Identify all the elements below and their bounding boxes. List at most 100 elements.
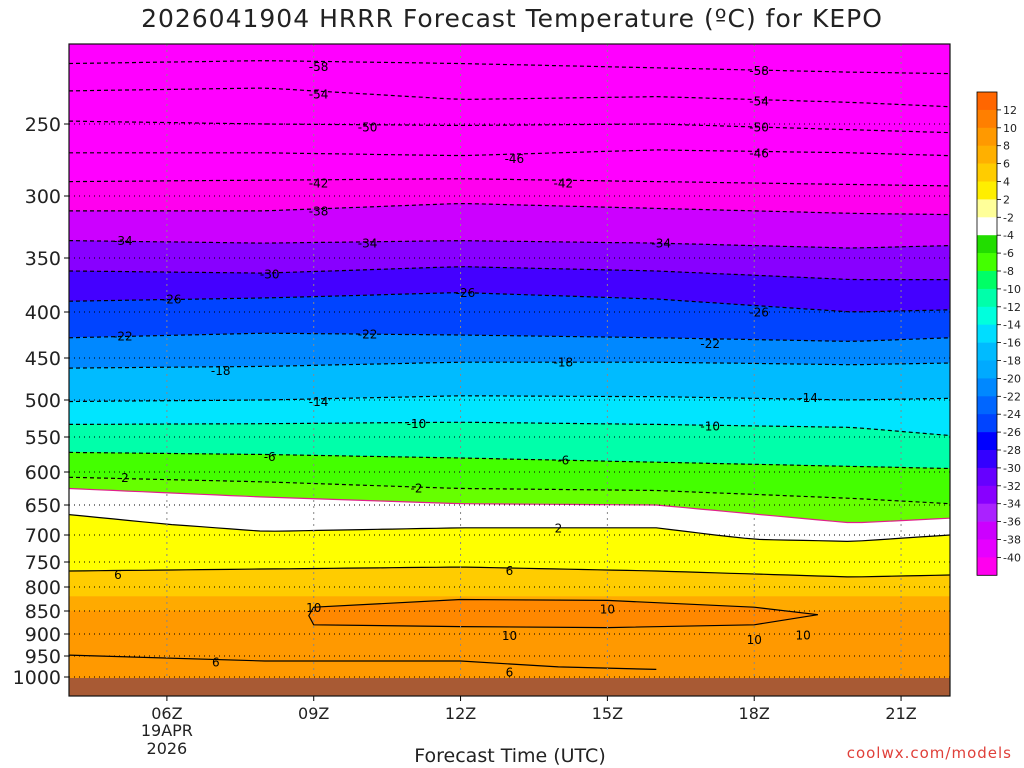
x-tick-label: 06Z	[151, 704, 182, 723]
colorbar-swatch	[977, 539, 997, 558]
colorbar-swatch	[977, 127, 997, 146]
y-tick-label: 800	[25, 577, 61, 599]
contour-label: -42	[309, 177, 329, 191]
colorbar-tick-label: -26	[1003, 426, 1021, 439]
colorbar-swatch	[977, 378, 997, 397]
colorbar-swatch	[977, 503, 997, 522]
colorbar-swatch	[977, 414, 997, 433]
colorbar-swatch	[977, 360, 997, 379]
contour-label: -34	[358, 237, 378, 251]
colorbar-swatch	[977, 485, 997, 504]
colorbar-tick-label: -16	[1003, 337, 1021, 350]
x-tick-label: 12Z	[445, 704, 476, 723]
colorbar-tick-label: -30	[1003, 462, 1021, 475]
plot-frame	[68, 43, 951, 697]
x-tick-label: 15Z	[592, 704, 623, 723]
colorbar-swatch	[977, 199, 997, 218]
colorbar-swatch	[977, 306, 997, 325]
colorbar-swatch	[977, 253, 997, 272]
contour-label: -2	[411, 481, 423, 495]
contour-label: -54	[309, 87, 329, 101]
colorbar-swatch	[977, 342, 997, 361]
temperature-contours	[69, 60, 950, 670]
y-tick-label: 1000	[13, 667, 61, 689]
contour-label: -34	[651, 237, 671, 251]
credit-link[interactable]: coolwx.com/models	[846, 744, 1012, 762]
colorbar-tick-label: -20	[1003, 372, 1021, 385]
x-tick-label: 09Z	[298, 704, 329, 723]
contour-labels: -58 -58 -54 -54 -50 -50 -46 -46 -42 -42 -38 -34 -34 -…	[113, 60, 818, 680]
colorbar-tick-label: 6	[1003, 158, 1010, 171]
date-label: 19APR	[141, 721, 193, 740]
colorbar-swatch	[977, 521, 997, 540]
y-tick-label: 450	[25, 348, 61, 370]
y-tick-label: 300	[25, 186, 61, 208]
colorbar-swatch	[977, 235, 997, 254]
colorbar-tick-label: 2	[1003, 193, 1010, 206]
colorbar-swatch	[977, 271, 997, 290]
contour-label: -50	[749, 120, 769, 134]
grid-lines	[69, 44, 950, 696]
temperature-bands	[69, 44, 950, 690]
colorbar-tick-label: -36	[1003, 516, 1021, 529]
colorbar-swatch	[977, 467, 997, 487]
y-tick-label: 900	[25, 624, 61, 646]
colorbar-swatch	[977, 324, 997, 343]
contour-label: -14	[309, 395, 329, 409]
colorbar-swatch	[977, 450, 997, 469]
contour-label: -42	[554, 177, 574, 191]
contour-label: 10	[747, 633, 762, 647]
warm-core-region	[308, 598, 818, 629]
contour-label: 10	[306, 601, 321, 615]
colorbar-swatch	[977, 109, 997, 129]
colorbar-tick-label: -40	[1003, 551, 1021, 564]
colorbar-frame	[976, 91, 998, 576]
colorbar-tick-label: -2	[1003, 211, 1014, 224]
y-tick-label: 400	[25, 302, 61, 324]
contour-label: -2	[117, 471, 129, 485]
y-tick-label: 600	[25, 462, 61, 484]
freezing-line	[69, 487, 950, 524]
contour-label: -30	[260, 268, 280, 282]
colorbar-tick-label: -4	[1003, 229, 1014, 242]
contour-label: -10	[407, 417, 427, 431]
chart-title: 2026041904 HRRR Forecast Temperature (ºC…	[141, 4, 883, 33]
colorbar: 12 10 8 6 4 2 -2 -4 -6 -8 -10 -12 -14 -16 -18 -20 -22 -24…	[976, 91, 1021, 576]
contour-label: -22	[113, 329, 133, 343]
contour-label: -58	[309, 60, 329, 74]
contour-label: -46	[505, 152, 525, 166]
colorbar-tick-label: -38	[1003, 534, 1021, 547]
contour-label: -26	[162, 293, 182, 307]
contour-label: -6	[557, 454, 569, 468]
x-axis-label: Forecast Time (UTC)	[0, 745, 1024, 767]
y-tick-label: 850	[25, 601, 61, 623]
y-axis: 2503003504004505005506006507007508008509…	[13, 114, 69, 689]
contour-label: -34	[113, 234, 133, 248]
contour-label: -46	[749, 146, 769, 160]
colorbar-tick-label: 4	[1003, 176, 1010, 189]
y-tick-label: 650	[25, 495, 61, 517]
colorbar-swatch	[977, 217, 997, 236]
colorbar-tick-label: 8	[1003, 140, 1010, 153]
colorbar-swatch	[977, 92, 997, 111]
ground-surface	[69, 678, 950, 696]
colorbar-tick-label: -28	[1003, 444, 1021, 457]
y-tick-label: 550	[25, 427, 61, 449]
y-tick-label: 700	[25, 525, 61, 547]
contour-label: -38	[309, 204, 329, 218]
y-tick-label: 500	[25, 390, 61, 412]
colorbar-swatch	[977, 145, 997, 164]
y-tick-label: 250	[25, 114, 61, 136]
y-tick-label: 350	[25, 248, 61, 270]
contour-line	[69, 566, 950, 578]
colorbar-tick-label: -24	[1003, 408, 1021, 421]
x-tick-label: 21Z	[885, 704, 916, 723]
contour-label: -50	[358, 120, 378, 134]
colorbar-swatch	[977, 432, 997, 451]
contour-line	[69, 514, 950, 543]
contour-label: 2	[555, 521, 563, 535]
colorbar-tick-label: -8	[1003, 265, 1014, 278]
contour-label: -14	[798, 391, 818, 405]
